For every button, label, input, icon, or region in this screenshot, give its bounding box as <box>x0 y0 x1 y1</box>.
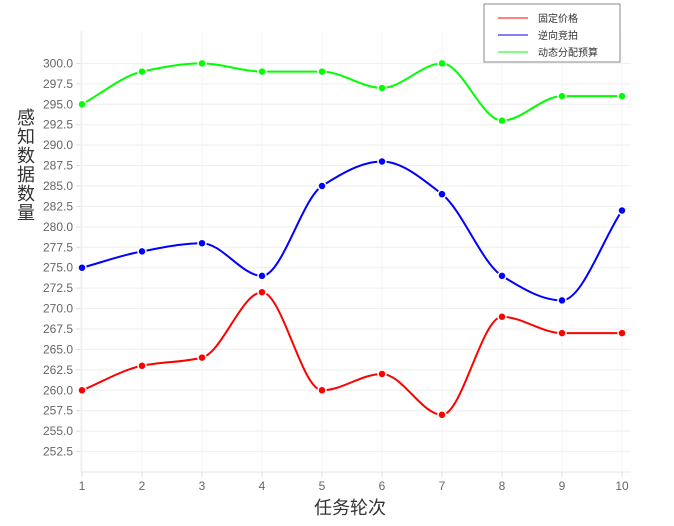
x-tick-label: 1 <box>79 479 86 493</box>
y-tick-label: 260.0 <box>43 383 73 397</box>
x-tick-label: 6 <box>379 479 386 493</box>
data-point <box>557 91 567 101</box>
legend-label: 固定价格 <box>538 12 578 25</box>
data-point <box>77 262 87 273</box>
data-point <box>497 311 507 322</box>
data-point <box>137 246 147 257</box>
y-tick-label: 277.5 <box>43 240 73 254</box>
data-point <box>257 271 267 281</box>
data-point <box>137 66 147 77</box>
data-point <box>197 238 207 248</box>
data-point <box>437 58 447 69</box>
data-point <box>617 91 627 101</box>
data-point <box>377 156 387 167</box>
x-tick-label: 9 <box>559 479 566 493</box>
x-tick-label: 4 <box>259 479 266 493</box>
data-point <box>557 295 567 306</box>
x-tick-label: 3 <box>199 479 206 493</box>
y-tick-label: 290.0 <box>43 138 73 152</box>
y-tick-label: 270.0 <box>43 302 73 316</box>
axes: 252.5 255.0 257.5 260.0 262.5 265.0 267.5 270.0… <box>43 31 631 493</box>
data-point <box>617 328 627 338</box>
data-point <box>317 181 327 191</box>
data-point <box>557 328 567 338</box>
y-tick-label: 265.0 <box>43 342 73 356</box>
data-point <box>77 385 87 396</box>
y-tick-label: 287.5 <box>43 159 73 173</box>
x-tick-label: 8 <box>499 479 506 493</box>
series-line <box>81 160 623 302</box>
data-point <box>377 83 387 93</box>
data-point <box>137 361 147 371</box>
y-tick-label: 295.0 <box>43 97 73 111</box>
data-point <box>497 115 507 126</box>
y-tick-label: 275.0 <box>43 261 73 275</box>
y-tick-label: 272.5 <box>43 281 73 295</box>
series-layer <box>77 58 627 420</box>
legend-label: 逆向竞拍 <box>538 29 578 42</box>
y-tick-label: 262.5 <box>43 363 73 377</box>
y-tick-label: 300.0 <box>43 56 73 70</box>
data-point <box>317 66 327 77</box>
data-point <box>197 58 207 69</box>
y-tick-label: 285.0 <box>43 179 73 193</box>
data-point <box>377 369 387 379</box>
y-tick-label: 297.5 <box>43 77 73 91</box>
data-point <box>197 352 207 363</box>
data-point <box>257 287 267 297</box>
data-point <box>497 271 507 281</box>
y-axis-title: 感知数据数量 <box>17 108 35 224</box>
y-tick-label: 292.5 <box>43 118 73 132</box>
y-tick-label: 255.0 <box>43 424 73 438</box>
data-point <box>617 205 627 216</box>
series-line <box>81 291 622 416</box>
y-tick-label: 282.5 <box>43 199 73 213</box>
data-point <box>257 66 267 77</box>
y-tick-label: 280.0 <box>43 220 73 234</box>
data-point <box>317 385 327 396</box>
x-tick-label: 5 <box>319 479 326 493</box>
x-tick-label: 10 <box>615 479 629 493</box>
data-point <box>437 189 447 199</box>
series-line <box>81 62 622 122</box>
data-point <box>77 99 87 110</box>
y-tick-label: 252.5 <box>43 445 73 459</box>
y-tick-label: 267.5 <box>43 322 73 336</box>
x-tick-label: 7 <box>439 479 446 493</box>
y-tick-label: 257.5 <box>43 404 73 418</box>
data-point <box>437 410 447 420</box>
x-axis-title: 任务轮次 <box>314 498 386 519</box>
x-tick-label: 2 <box>139 479 146 493</box>
grid <box>81 31 631 472</box>
legend-label: 动态分配预算 <box>538 46 598 59</box>
